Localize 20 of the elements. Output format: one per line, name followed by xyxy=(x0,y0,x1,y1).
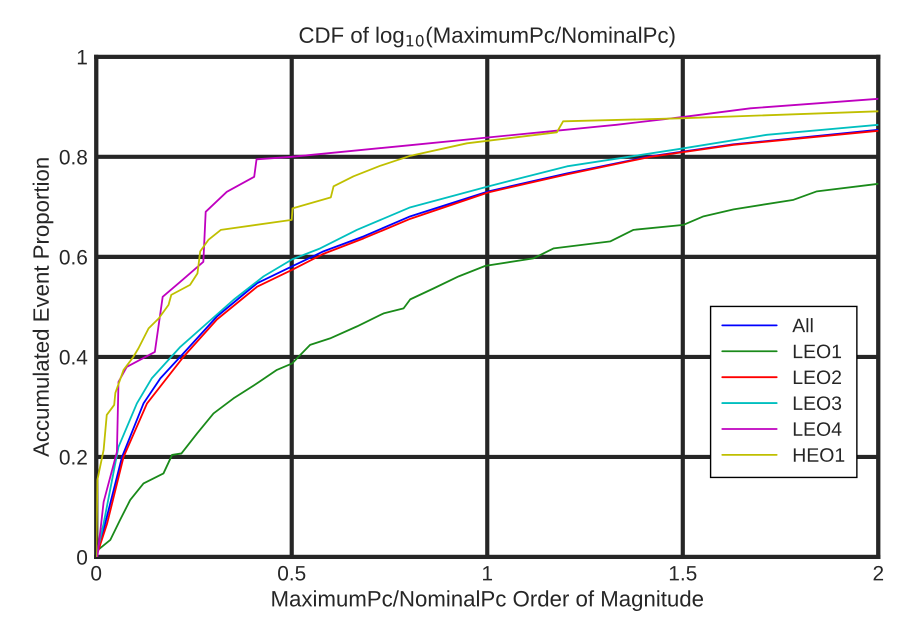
legend-label: LEO1 xyxy=(794,344,842,358)
y-tick-label: 0 xyxy=(77,550,88,565)
x-tick-label: 0.5 xyxy=(278,566,306,581)
x-tick-label: 2 xyxy=(874,566,884,580)
y-tick-label: 0.8 xyxy=(60,150,87,165)
x-tick-label: 1.5 xyxy=(670,566,696,581)
legend-label: All xyxy=(792,318,813,332)
legend-label: LEO2 xyxy=(794,370,841,384)
y-tick-label: 0.4 xyxy=(60,350,88,365)
x-axis-title: MaximumPc/NominalPc Order of Magnitude xyxy=(272,590,704,611)
y-axis-title: Accumulated Event Proportion xyxy=(32,158,54,457)
x-tick-label: 0 xyxy=(91,566,102,581)
y-tick-label: 0.2 xyxy=(60,450,87,465)
y-tick-label: 0.6 xyxy=(60,250,87,265)
legend-label: HEO1 xyxy=(794,448,844,462)
chart-title: CDF of log$_{10}$(MaximumPc/NominalPc) xyxy=(300,26,675,48)
legend-label: LEO3 xyxy=(794,396,842,410)
y-tick-label: 1 xyxy=(78,50,87,64)
legend-label: LEO4 xyxy=(794,422,842,436)
x-tick-label: 1 xyxy=(483,566,492,580)
